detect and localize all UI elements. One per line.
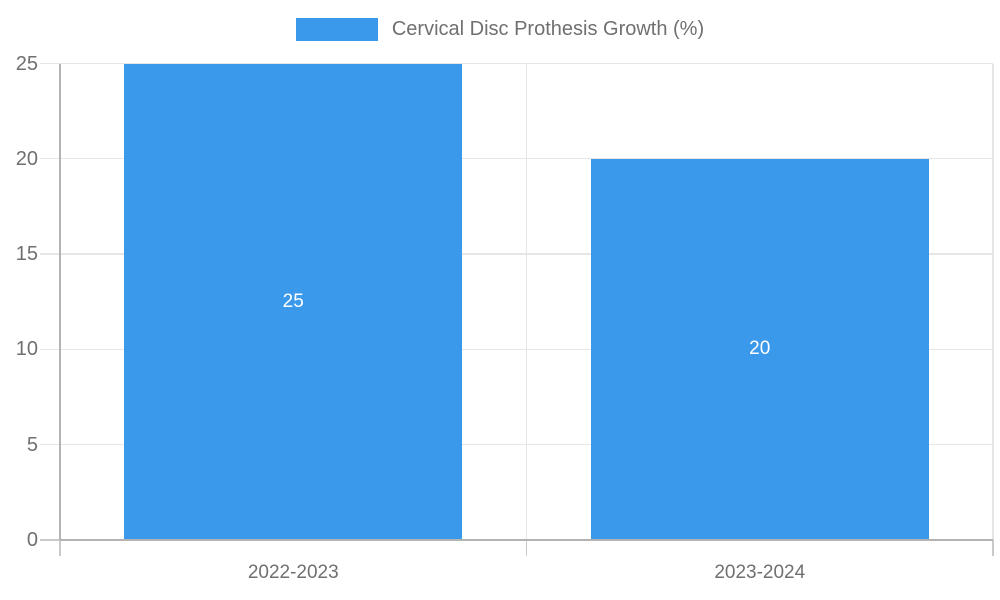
legend-label: Cervical Disc Prothesis Growth (%) [391, 18, 705, 40]
x-axis-tick [992, 540, 994, 556]
y-axis-tick [40, 62, 60, 65]
bar-value-label: 20 [749, 338, 771, 360]
y-axis-tick-label: 10 [15, 338, 38, 361]
gridline-vertical [525, 63, 528, 540]
y-axis-tick [40, 444, 60, 446]
y-axis-tick [40, 158, 60, 160]
y-axis-tick-label: 25 [15, 52, 38, 75]
bar-2022-2023[interactable] [124, 63, 463, 540]
y-axis-tick [40, 253, 60, 255]
x-axis-tick [59, 540, 61, 556]
legend-swatch-icon [295, 18, 378, 41]
y-axis-tick-label: 20 [15, 147, 38, 170]
y-axis-line [59, 63, 61, 540]
gridline-vertical [992, 63, 994, 540]
x-axis-line [60, 539, 993, 541]
bar-2023-2024[interactable] [590, 158, 929, 540]
bar-value-label: 25 [282, 290, 304, 312]
legend-item[interactable]: Cervical Disc Prothesis Growth (%) [0, 18, 1000, 41]
y-axis-tick [40, 539, 60, 541]
x-axis-tick [525, 540, 528, 556]
y-axis-tick-label: 0 [26, 529, 38, 551]
y-axis-tick-label: 5 [26, 433, 38, 456]
x-axis-category-label: 2022-2023 [247, 562, 339, 583]
y-axis-tick-label: 15 [15, 243, 38, 266]
gridline-horizontal [60, 62, 993, 65]
x-axis-category-label: 2023-2024 [714, 562, 806, 583]
y-axis-tick [40, 348, 60, 351]
